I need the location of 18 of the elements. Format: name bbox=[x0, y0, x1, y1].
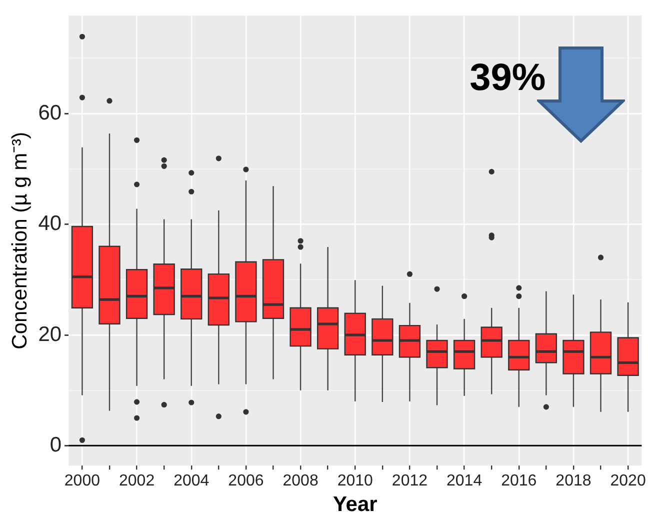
x-tick-label: 2012 bbox=[392, 472, 428, 490]
x-tick-label: 2020 bbox=[610, 472, 646, 490]
x-axis-title: Year bbox=[332, 493, 378, 516]
x-tick-label: 2010 bbox=[337, 472, 374, 490]
x-tick-label: 2008 bbox=[282, 472, 318, 490]
x-tick-label: 2002 bbox=[118, 472, 155, 490]
y-tick-label: 40 bbox=[38, 212, 62, 236]
annotation: 39% bbox=[470, 57, 546, 100]
y-tick-label: 60 bbox=[38, 101, 62, 124]
x-tick-label: 2018 bbox=[556, 472, 592, 490]
y-axis-title: Concentration (µ g m⁻³) bbox=[8, 132, 32, 350]
x-tick-label: 2014 bbox=[446, 472, 482, 490]
y-tick-label: 0 bbox=[50, 433, 62, 456]
x-tick-label: 2004 bbox=[174, 472, 210, 490]
x-tick-label: 2000 bbox=[64, 472, 100, 490]
x-tick-label: 2006 bbox=[228, 472, 264, 490]
y-tick-label: 20 bbox=[38, 322, 62, 346]
x-tick-label: 2016 bbox=[501, 472, 537, 490]
